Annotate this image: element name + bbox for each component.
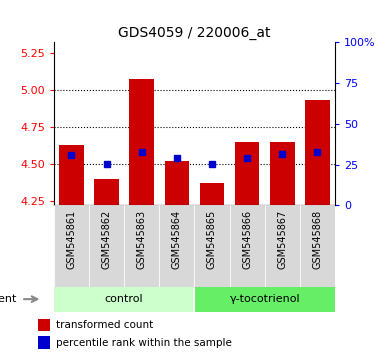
Bar bbox=[164, 161, 189, 205]
Bar bbox=[94, 179, 119, 205]
Bar bbox=[235, 142, 259, 205]
Text: GSM545866: GSM545866 bbox=[242, 209, 252, 269]
Text: percentile rank within the sample: percentile rank within the sample bbox=[56, 338, 231, 348]
Text: GSM545868: GSM545868 bbox=[312, 209, 322, 269]
Bar bbox=[270, 142, 295, 205]
Bar bbox=[124, 205, 159, 287]
Bar bbox=[305, 100, 330, 205]
Text: GSM545863: GSM545863 bbox=[137, 209, 147, 269]
Bar bbox=[200, 183, 224, 205]
Bar bbox=[264, 205, 300, 287]
Text: GSM545867: GSM545867 bbox=[277, 209, 287, 269]
Text: agent: agent bbox=[0, 294, 17, 304]
Text: control: control bbox=[105, 294, 144, 304]
Bar bbox=[38, 319, 50, 331]
Bar bbox=[129, 80, 154, 205]
Bar bbox=[59, 145, 84, 205]
Title: GDS4059 / 220006_at: GDS4059 / 220006_at bbox=[118, 26, 271, 40]
Text: GSM545861: GSM545861 bbox=[67, 209, 77, 269]
Bar bbox=[194, 205, 229, 287]
Text: γ-tocotrienol: γ-tocotrienol bbox=[229, 294, 300, 304]
Text: GSM545864: GSM545864 bbox=[172, 209, 182, 269]
Bar bbox=[38, 336, 50, 349]
Bar bbox=[229, 205, 265, 287]
Bar bbox=[300, 205, 335, 287]
Bar bbox=[54, 205, 89, 287]
Bar bbox=[54, 287, 194, 312]
Bar bbox=[89, 205, 124, 287]
Text: GSM545862: GSM545862 bbox=[102, 209, 112, 269]
Bar bbox=[194, 287, 335, 312]
Text: transformed count: transformed count bbox=[56, 320, 153, 330]
Bar bbox=[159, 205, 194, 287]
Text: GSM545865: GSM545865 bbox=[207, 209, 217, 269]
